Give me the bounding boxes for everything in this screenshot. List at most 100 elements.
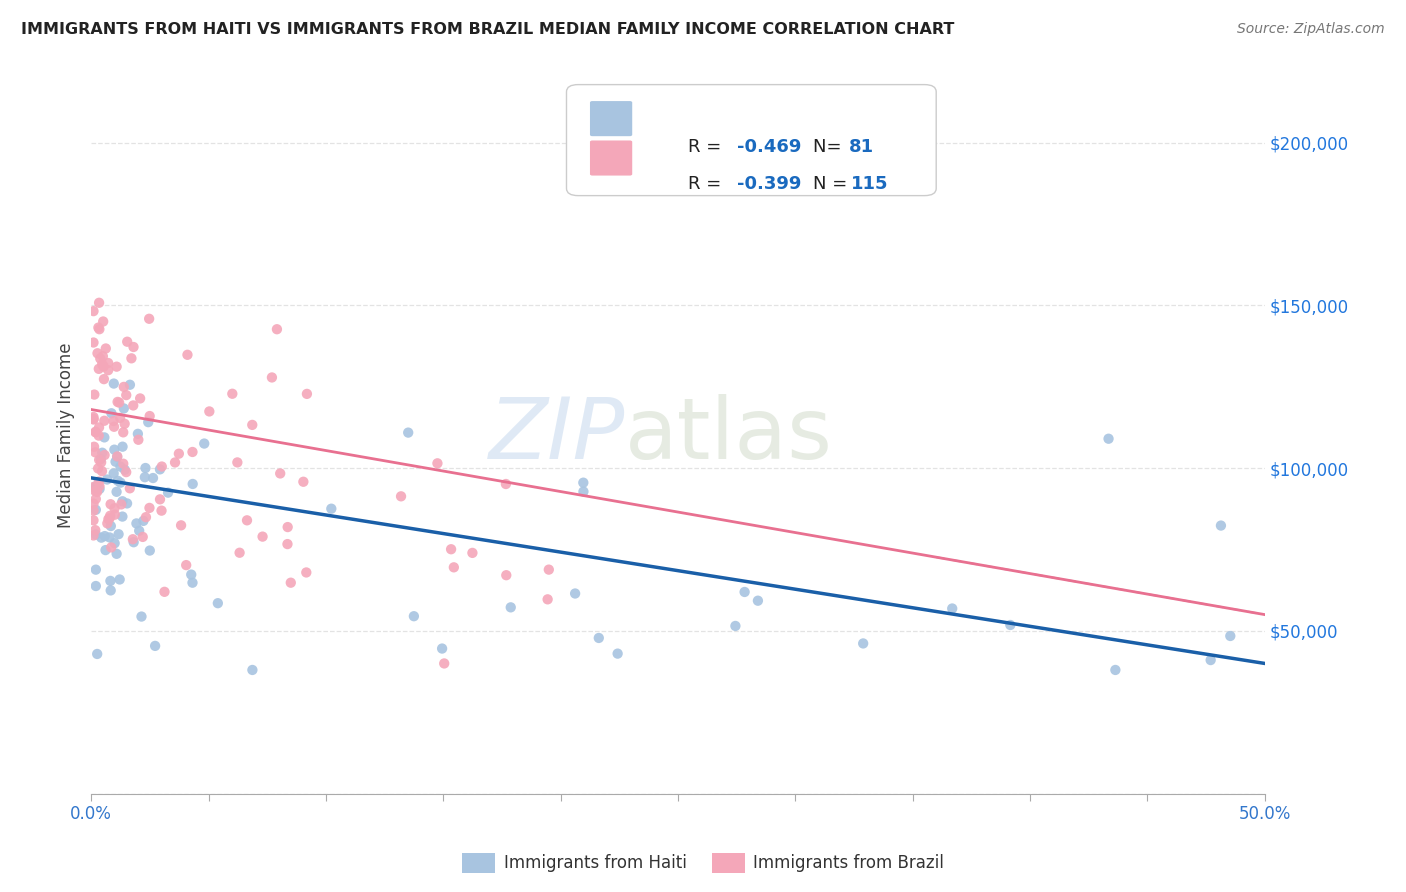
FancyBboxPatch shape xyxy=(591,101,633,136)
Point xyxy=(537,563,560,577)
Point xyxy=(114,463,136,477)
Point xyxy=(572,475,595,490)
Point xyxy=(87,420,110,434)
Point xyxy=(87,320,110,334)
Point xyxy=(90,451,112,466)
Point xyxy=(83,513,105,527)
Point xyxy=(86,484,108,499)
Point xyxy=(176,348,198,362)
Point xyxy=(252,530,274,544)
Point xyxy=(105,547,128,561)
Point xyxy=(111,494,134,508)
Point xyxy=(84,527,107,541)
Point xyxy=(84,445,107,459)
Point xyxy=(104,536,127,550)
Text: N =: N = xyxy=(813,176,853,194)
Point xyxy=(110,497,132,511)
Point xyxy=(167,447,190,461)
Point xyxy=(389,489,412,503)
Point xyxy=(107,474,129,488)
Point xyxy=(120,351,142,366)
Point xyxy=(198,404,221,418)
Point xyxy=(83,480,105,494)
Point xyxy=(1199,653,1222,667)
Point xyxy=(103,419,125,434)
Point xyxy=(86,647,108,661)
Point xyxy=(430,641,453,656)
Point xyxy=(87,461,110,475)
Point xyxy=(115,334,138,349)
Point xyxy=(131,609,153,624)
Point xyxy=(118,481,141,495)
Text: atlas: atlas xyxy=(626,394,834,477)
Point xyxy=(83,335,105,350)
Point xyxy=(103,442,125,457)
Point xyxy=(852,636,875,650)
Point xyxy=(103,376,125,391)
Point xyxy=(228,546,250,560)
Point xyxy=(150,503,173,517)
Point xyxy=(87,295,110,310)
Point xyxy=(89,351,111,366)
Point xyxy=(84,483,107,498)
Point xyxy=(100,583,122,598)
Point xyxy=(135,510,157,524)
Point xyxy=(115,496,138,510)
Point xyxy=(100,497,122,511)
Point xyxy=(112,425,135,440)
Point xyxy=(149,492,172,507)
Point xyxy=(724,619,747,633)
Point xyxy=(105,450,128,464)
Point xyxy=(107,527,129,541)
Point xyxy=(98,530,121,544)
Point xyxy=(112,380,135,394)
Text: Source: ZipAtlas.com: Source: ZipAtlas.com xyxy=(1237,22,1385,37)
Point xyxy=(138,409,160,423)
Point xyxy=(276,537,298,551)
Point xyxy=(104,455,127,469)
Point xyxy=(112,457,135,471)
Point xyxy=(94,529,117,543)
Point xyxy=(96,473,118,487)
Point xyxy=(1000,618,1022,632)
Point xyxy=(103,501,125,516)
Point xyxy=(588,631,610,645)
Text: -0.469: -0.469 xyxy=(737,137,801,155)
Point xyxy=(134,461,156,475)
Text: 81: 81 xyxy=(849,137,875,155)
Point xyxy=(443,560,465,574)
Point xyxy=(495,477,517,491)
Point xyxy=(295,566,318,580)
Point xyxy=(240,417,263,432)
Point xyxy=(163,455,186,469)
Point xyxy=(242,663,264,677)
Point xyxy=(122,340,145,354)
Point xyxy=(90,455,112,469)
Text: R =: R = xyxy=(688,137,727,155)
Point xyxy=(181,445,204,459)
Point xyxy=(128,524,150,538)
Point xyxy=(86,483,108,498)
Point xyxy=(83,412,105,426)
Point xyxy=(111,509,134,524)
Point xyxy=(122,399,145,413)
Point xyxy=(110,459,132,474)
Point xyxy=(129,392,152,406)
Point xyxy=(226,455,249,469)
Point xyxy=(1209,518,1232,533)
Point xyxy=(260,370,283,384)
Point xyxy=(136,415,159,429)
Point xyxy=(127,433,149,447)
Point xyxy=(181,575,204,590)
Point xyxy=(87,428,110,442)
Point xyxy=(84,479,107,493)
FancyBboxPatch shape xyxy=(567,85,936,195)
Legend: Immigrants from Haiti, Immigrants from Brazil: Immigrants from Haiti, Immigrants from B… xyxy=(456,847,950,880)
Point xyxy=(93,448,115,462)
Point xyxy=(83,528,105,542)
Point xyxy=(83,503,105,517)
Point xyxy=(150,459,173,474)
Point xyxy=(277,520,299,534)
Point xyxy=(426,456,449,470)
Point xyxy=(139,543,162,558)
